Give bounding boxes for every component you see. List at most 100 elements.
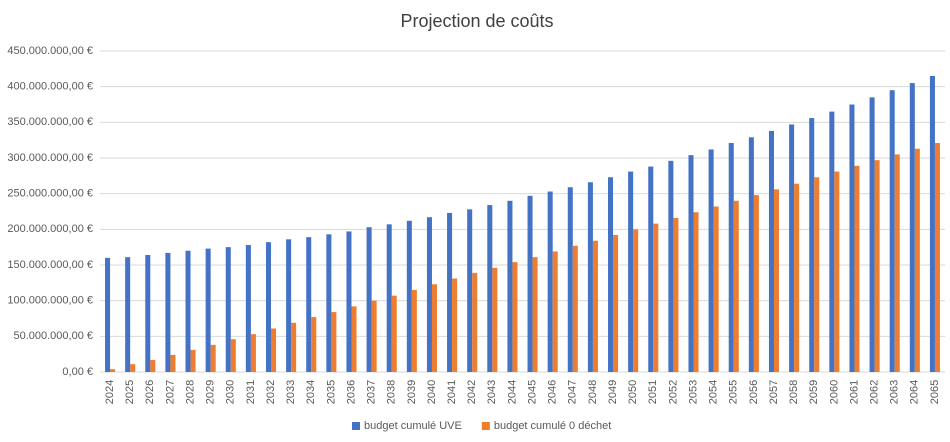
bar: [894, 154, 900, 372]
x-tick-label: 2063: [889, 380, 901, 404]
bar: [909, 83, 915, 372]
bar: [929, 75, 935, 372]
x-tick-label: 2051: [647, 380, 659, 404]
x-tick-label: 2032: [265, 380, 277, 404]
bar: [889, 90, 895, 372]
y-tick-label: 50.000.000,00 €: [13, 330, 93, 342]
legend-swatch: [352, 422, 360, 430]
bar: [311, 317, 317, 372]
bar: [628, 171, 634, 372]
x-tick-label: 2030: [225, 380, 237, 404]
bar: [205, 248, 211, 372]
bar: [874, 160, 880, 372]
x-tick-label: 2031: [245, 380, 257, 404]
x-tick-label: 2038: [386, 380, 398, 404]
bar: [829, 111, 835, 372]
x-tick-label: 2046: [547, 380, 559, 404]
bar: [426, 217, 432, 372]
x-tick-label: 2029: [205, 380, 217, 404]
bar: [748, 137, 754, 372]
x-tick-label: 2026: [144, 380, 156, 404]
bar: [447, 212, 453, 372]
bar: [753, 195, 759, 372]
x-tick-label: 2025: [124, 380, 136, 404]
bar: [326, 234, 332, 372]
x-tick-label: 2065: [929, 380, 941, 404]
chart-title: Projection de coûts: [400, 11, 553, 31]
bar: [190, 349, 196, 372]
bar: [693, 212, 699, 372]
bar: [245, 245, 251, 372]
bar: [688, 155, 694, 372]
bar: [733, 200, 739, 372]
y-tick-label: 200.000.000,00 €: [7, 223, 93, 235]
bar: [165, 252, 171, 372]
bar: [587, 182, 593, 372]
bar: [472, 272, 478, 372]
x-tick-label: 2056: [748, 380, 760, 404]
bar: [527, 195, 533, 372]
y-tick-label: 0,00 €: [62, 366, 93, 378]
x-tick-label: 2064: [909, 380, 921, 404]
x-tick-label: 2035: [325, 380, 337, 404]
bar: [592, 240, 598, 372]
x-tick-label: 2061: [848, 380, 860, 404]
bar: [105, 257, 111, 372]
x-tick-label: 2039: [406, 380, 418, 404]
bar: [507, 200, 513, 372]
bar: [849, 104, 855, 372]
y-tick-label: 250.000.000,00 €: [7, 188, 93, 200]
bar: [185, 250, 191, 372]
bar: [547, 191, 553, 372]
bar: [431, 284, 437, 372]
x-tick-label: 2060: [828, 380, 840, 404]
bar: [492, 267, 498, 372]
x-tick-label: 2053: [687, 380, 699, 404]
x-tick-label: 2055: [728, 380, 740, 404]
bar: [567, 187, 573, 372]
bar: [411, 289, 417, 372]
x-tick-label: 2047: [567, 380, 579, 404]
bar: [814, 177, 820, 372]
bar: [487, 205, 493, 372]
bar: [452, 278, 458, 372]
bar: [914, 148, 920, 372]
bar: [633, 229, 639, 372]
x-tick-label: 2027: [164, 380, 176, 404]
y-tick-label: 350.000.000,00 €: [7, 116, 93, 128]
x-tick-label: 2028: [184, 380, 196, 404]
bar: [668, 160, 674, 372]
bar: [532, 257, 538, 372]
y-tick-label: 100.000.000,00 €: [7, 295, 93, 307]
x-tick-label: 2054: [708, 380, 720, 404]
bar: [306, 237, 312, 372]
x-tick-label: 2057: [768, 380, 780, 404]
legend-label: budget cumulé 0 déchet: [494, 420, 611, 432]
bar: [250, 334, 256, 372]
bar: [773, 189, 780, 372]
x-tick-label: 2052: [667, 380, 679, 404]
y-tick-label: 300.000.000,00 €: [7, 152, 93, 164]
bar: [834, 171, 840, 372]
bar: [170, 354, 176, 372]
bar: [291, 322, 297, 372]
bar: [854, 165, 860, 372]
bar: [869, 97, 875, 372]
y-tick-label: 400.000.000,00 €: [7, 81, 93, 93]
bar: [512, 262, 518, 372]
bar: [708, 149, 714, 372]
bar: [230, 339, 236, 372]
bar: [386, 224, 392, 372]
bar: [125, 257, 131, 372]
bar: [145, 255, 151, 372]
x-tick-label: 2033: [285, 380, 297, 404]
legend-swatch: [481, 422, 490, 430]
x-tick-label: 2036: [345, 380, 357, 404]
x-tick-label: 2050: [627, 380, 639, 404]
bar: [391, 295, 397, 372]
x-tick-label: 2049: [607, 380, 619, 404]
x-tick-label: 2043: [486, 380, 498, 404]
bar: [150, 359, 156, 372]
x-tick-label: 2042: [466, 380, 478, 404]
